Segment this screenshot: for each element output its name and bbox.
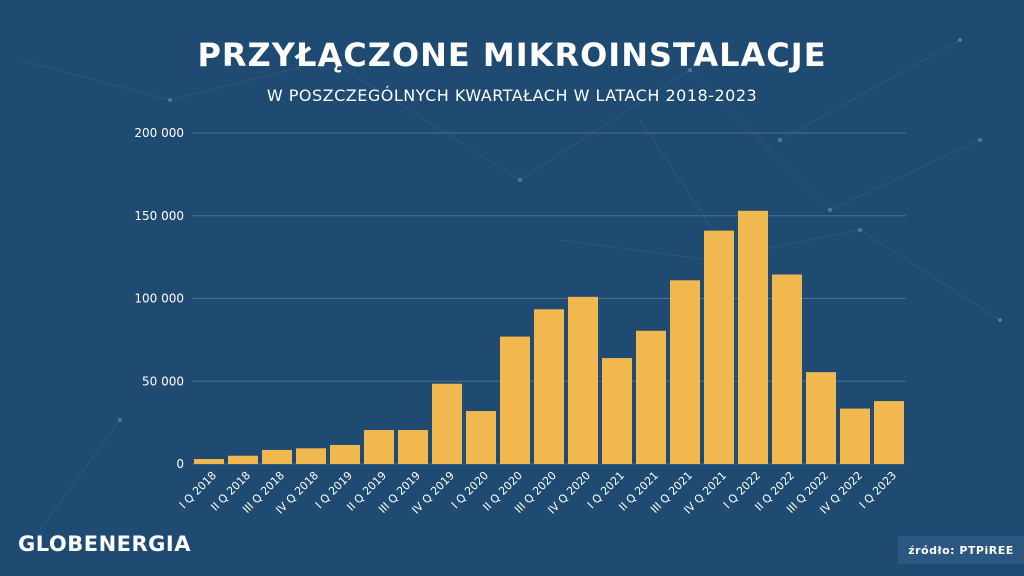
bar [840,408,870,464]
bar [228,455,258,464]
chart-subtitle: W POSZCZEGÓLNYCH KWARTAŁACH W LATACH 201… [266,86,758,105]
bar [432,383,462,464]
bar [398,430,428,464]
bar [364,430,394,464]
brand-logo: GLOBENERGIA [18,532,191,556]
bar [704,230,734,464]
source-label: źródło: PTPiREE [898,536,1024,564]
y-tick-label: 200 000 [134,126,184,140]
bar [772,274,802,464]
bar [602,358,632,464]
bar [738,210,768,464]
bar [670,280,700,464]
bar [296,448,326,464]
bar [568,296,598,464]
y-tick-label: 100 000 [134,292,184,306]
bar [194,459,224,464]
bar [500,336,530,464]
bar [806,372,836,464]
bar [262,449,292,464]
y-tick-label: 0 [176,457,184,471]
x-tick-label: I Q 2023 [857,469,899,511]
bar [874,401,904,464]
bar [466,411,496,464]
y-tick-label: 50 000 [142,374,184,388]
bar [534,309,564,464]
bar [636,330,666,464]
y-tick-label: 150 000 [134,209,184,223]
chart-title: PRZYŁĄCZONE MIKROINSTALACJE [197,36,827,74]
bar [330,444,360,464]
